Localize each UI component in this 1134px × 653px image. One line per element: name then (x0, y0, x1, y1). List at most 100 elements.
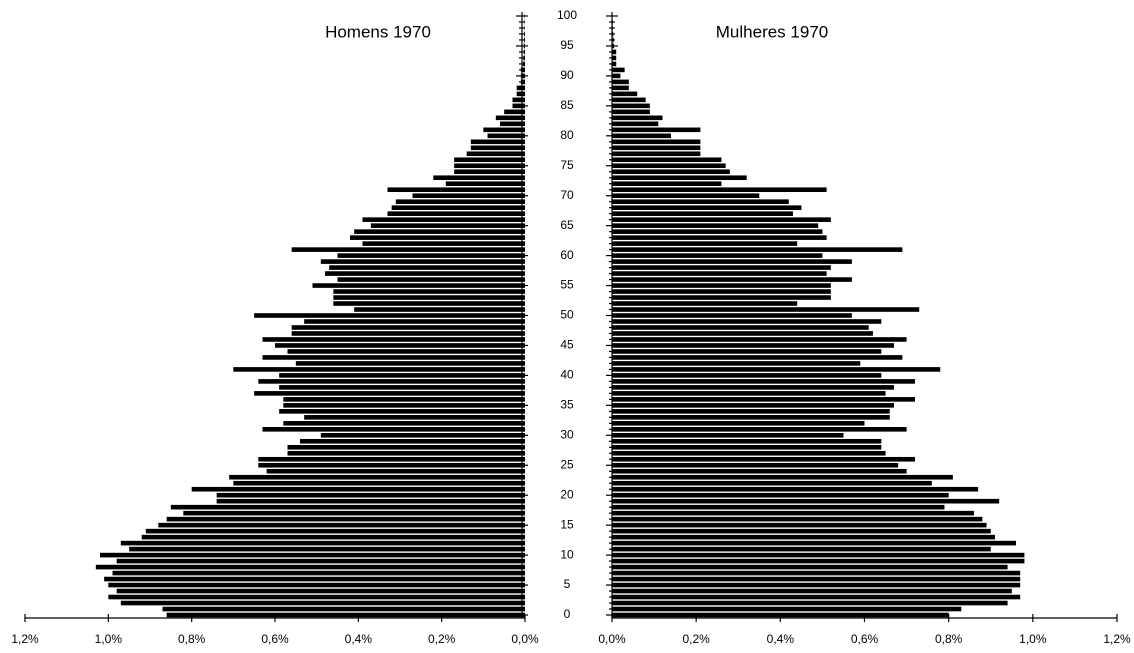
bar (287, 444, 525, 450)
bar (333, 295, 525, 300)
bar (524, 37, 525, 43)
bar (287, 450, 525, 456)
age-label: 50 (560, 308, 574, 322)
bar (191, 486, 525, 492)
bar (612, 379, 915, 384)
bar (329, 265, 525, 270)
bar (612, 331, 873, 336)
bar (612, 217, 831, 222)
bar (612, 468, 907, 474)
age-label: 30 (560, 427, 574, 441)
bar (612, 25, 613, 31)
bar (612, 319, 882, 324)
bar (612, 163, 726, 169)
age-label: 65 (560, 218, 574, 232)
bar (333, 301, 525, 306)
bar (170, 504, 526, 510)
bar (166, 516, 525, 522)
age-label: 20 (560, 487, 574, 501)
bar (612, 456, 915, 462)
bar (500, 121, 525, 127)
bar (283, 397, 525, 402)
bar (612, 391, 886, 396)
bar (612, 139, 701, 145)
bar (612, 301, 798, 306)
bar (612, 169, 730, 175)
bar (612, 534, 995, 540)
bar (258, 379, 525, 384)
bar (512, 97, 525, 103)
bar (612, 241, 798, 246)
bar (612, 588, 1012, 594)
bar (337, 277, 525, 282)
age-label: 100 (557, 8, 577, 22)
bar (362, 217, 525, 222)
bar (612, 175, 747, 181)
bar (522, 61, 525, 67)
bar (612, 187, 827, 193)
bar (266, 468, 525, 474)
bar (454, 169, 525, 175)
bar (300, 438, 525, 444)
bar (262, 427, 525, 432)
bar (612, 313, 852, 318)
bar (312, 283, 525, 288)
x-tick-label: 0,6% (851, 632, 879, 646)
bar (470, 139, 525, 145)
bar (104, 576, 526, 582)
bar (216, 498, 525, 504)
x-tick-label: 0,0% (511, 632, 539, 646)
age-label: 60 (560, 248, 574, 262)
bar (612, 61, 617, 67)
bar (612, 433, 844, 438)
bar (233, 367, 526, 372)
bar (612, 397, 915, 402)
bar (612, 421, 865, 426)
bar (612, 85, 629, 91)
bar (612, 229, 823, 234)
bar (291, 247, 525, 252)
bar (612, 480, 932, 486)
bar (166, 612, 525, 618)
bar (612, 133, 671, 139)
bar (612, 127, 701, 133)
x-tick-label: 0,4% (345, 632, 373, 646)
bar (262, 355, 525, 360)
bar (283, 421, 525, 426)
bar (612, 31, 614, 37)
bar (262, 337, 525, 342)
bar (612, 181, 722, 187)
age-label: 35 (560, 398, 574, 412)
age-label: 95 (560, 38, 574, 52)
bar (141, 534, 525, 540)
bar (612, 307, 920, 312)
bar (612, 97, 646, 103)
age-label: 5 (564, 577, 571, 591)
age-label: 90 (560, 68, 574, 82)
x-tick-label: 0,8% (935, 632, 963, 646)
bar (612, 409, 890, 414)
bar (612, 516, 983, 522)
bar (612, 373, 882, 378)
bar (612, 73, 621, 79)
bar (612, 271, 827, 276)
bar (612, 235, 827, 240)
bar (612, 474, 953, 480)
bar (183, 510, 526, 516)
bar (337, 253, 525, 258)
bar (612, 43, 615, 49)
bar (291, 325, 525, 330)
age-label: 80 (560, 128, 574, 142)
bar (612, 504, 945, 510)
age-label: 15 (560, 517, 574, 531)
bar (454, 157, 525, 163)
bar (612, 403, 894, 408)
bar (612, 594, 1021, 600)
bar (612, 349, 882, 354)
bar (612, 295, 831, 300)
bar (612, 259, 852, 264)
bar (287, 349, 525, 354)
bar (612, 522, 987, 528)
bar (275, 343, 525, 348)
